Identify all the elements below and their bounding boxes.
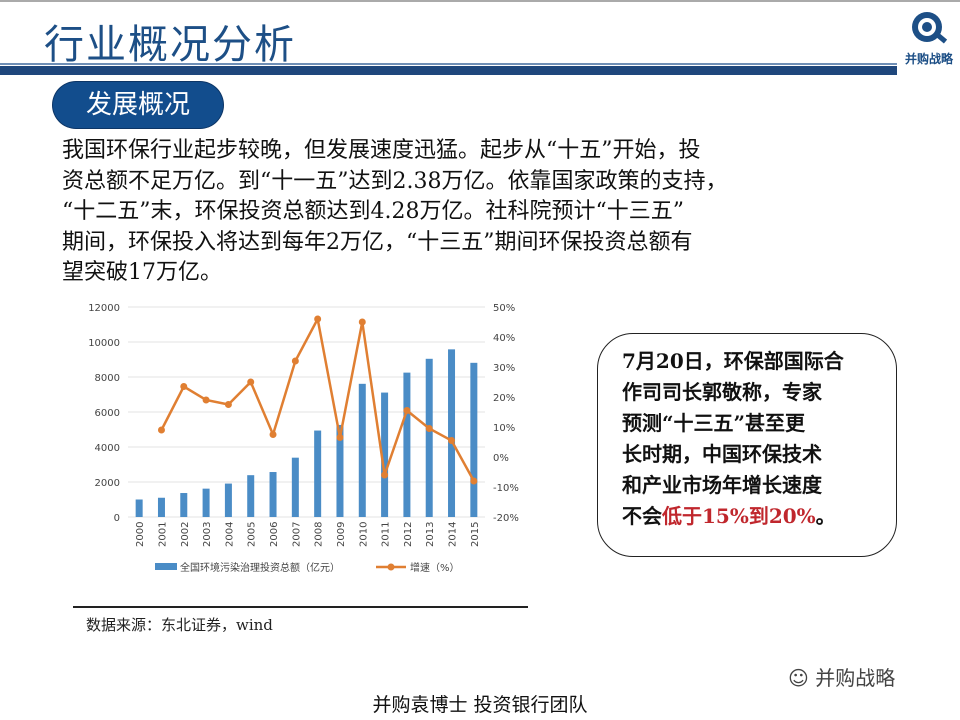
callout-text: 。 <box>815 504 836 528</box>
bar <box>358 383 366 517</box>
title-divider-thin <box>0 63 897 65</box>
y-right-tick-label: 20% <box>493 393 515 404</box>
y-left-tick-label: 12000 <box>88 303 120 314</box>
y-left-tick-label: 8000 <box>95 373 120 384</box>
callout-line: 预测“十三五”甚至更 <box>622 411 806 435</box>
x-tick-label: 2011 <box>381 522 392 547</box>
y-right-tick-label: -10% <box>493 483 519 494</box>
x-tick-label: 2005 <box>247 522 258 547</box>
legend-swatch-bars <box>155 563 177 570</box>
wechat-watermark: ☺ 并购战略 <box>788 662 895 691</box>
footer-text: 并购袁博士 投资银行团队 <box>372 694 588 716</box>
x-tick-label: 2009 <box>336 522 347 547</box>
bar <box>224 483 232 517</box>
page-title: 行业概况分析 <box>44 22 296 68</box>
y-right-tick-label: 0% <box>493 453 509 464</box>
callout-line: 和产业市场年增长速度 <box>622 473 822 497</box>
bar <box>291 457 299 517</box>
y-right-tick-label: 30% <box>493 363 515 374</box>
y-right-tick-label: 40% <box>493 333 515 344</box>
bar <box>336 424 344 517</box>
intro-paragraph: 我国环保行业起步较晚，但发展速度迅猛。起步从“十五”开始，投 资总额不足万亿。到… <box>62 136 727 289</box>
growth-point <box>224 401 232 408</box>
y-right-tick-label: 50% <box>493 303 515 314</box>
growth-point <box>314 315 322 323</box>
legend-label: 增速（%） <box>410 561 460 574</box>
growth-point <box>358 318 366 326</box>
x-tick-label: 2000 <box>135 522 146 547</box>
growth-point <box>202 396 210 404</box>
bar <box>247 475 255 517</box>
growth-point <box>247 378 255 386</box>
x-tick-label: 2001 <box>157 522 168 547</box>
growth-point <box>180 383 188 390</box>
y-left-tick-label: 2000 <box>95 478 120 489</box>
bar <box>381 392 389 517</box>
x-tick-label: 2013 <box>425 522 436 547</box>
bar <box>202 488 210 517</box>
growth-point <box>336 434 344 441</box>
legend-label: 全国环境污染治理投资总额（亿元） <box>180 561 340 574</box>
bar <box>403 372 411 517</box>
bar <box>135 499 143 517</box>
bar <box>314 430 322 517</box>
growth-point <box>381 471 389 479</box>
bar <box>425 358 433 517</box>
growth-point <box>157 426 165 434</box>
section-pill: 发展概况 <box>53 82 223 128</box>
paragraph-line: 我国环保行业起步较晚，但发展速度迅猛。起步从“十五”开始，投 <box>62 138 701 163</box>
callout-text: 不会 <box>622 504 662 528</box>
title-divider <box>0 66 897 75</box>
wechat-icon: ☺ <box>788 666 809 690</box>
brand-logo: 并购战略 <box>900 10 958 70</box>
watermark-text: 并购战略 <box>815 666 896 690</box>
callout-line: 作司司长郭敬称，专家 <box>622 380 822 404</box>
source-divider <box>73 606 528 608</box>
x-tick-label: 2006 <box>269 522 280 547</box>
growth-point <box>291 357 299 365</box>
x-tick-label: 2007 <box>291 522 302 547</box>
callout-line: 7月20日，环保部国际合 <box>622 349 844 373</box>
bar <box>448 349 456 517</box>
eye-icon <box>912 12 948 44</box>
x-tick-label: 2002 <box>180 522 191 547</box>
callout-highlight: 低于15%到20% <box>662 504 816 528</box>
growth-point <box>425 425 433 432</box>
x-tick-label: 2014 <box>448 522 459 547</box>
y-right-tick-label: -20% <box>493 513 519 524</box>
x-tick-label: 2004 <box>224 522 235 547</box>
growth-point <box>448 437 456 444</box>
x-tick-label: 2015 <box>470 522 481 547</box>
paragraph-line: 望突破17万亿。 <box>62 260 222 285</box>
paragraph-line: 资总额不足万亿。到“十一五”达到2.38万亿。依靠国家政策的支持， <box>62 168 728 194</box>
paragraph-line: “十二五”末，环保投资总额达到4.28万亿。社科院预计“十三五” <box>62 199 684 224</box>
investment-chart: 0 2000 4000 6000 8000 10000 12000 -20% -10% 0% 10%… <box>88 303 519 574</box>
y-right-tick-label: 10% <box>493 423 515 434</box>
y-left-tick-label: 10000 <box>88 338 120 349</box>
x-tick-label: 2012 <box>403 522 414 547</box>
bar <box>470 362 478 517</box>
growth-point <box>470 477 478 485</box>
y-left-tick-label: 4000 <box>95 443 120 454</box>
logo-text: 并购战略 <box>904 52 953 66</box>
bar <box>180 493 188 517</box>
bar <box>157 497 165 517</box>
x-tick-label: 2010 <box>358 522 369 547</box>
paragraph-line: 期间，环保投入将达到每年2万亿，“十三五”期间环保投资总额有 <box>62 229 693 255</box>
top-border <box>0 0 960 2</box>
growth-point <box>269 431 277 438</box>
growth-point <box>403 407 411 414</box>
bar <box>269 472 277 517</box>
data-source: 数据来源：东北证券，wind <box>86 616 273 634</box>
x-tick-label: 2003 <box>202 522 213 547</box>
x-tick-label: 2008 <box>314 522 325 547</box>
callout-box: 7月20日，环保部国际合 作司司长郭敬称，专家 预测“十三五”甚至更 长时期，中… <box>597 333 897 557</box>
callout-line: 不会低于15%到20%。 <box>622 501 896 532</box>
callout-line: 长时期，中国环保技术 <box>622 442 822 466</box>
y-left-tick-label: 0 <box>114 513 120 524</box>
y-left-tick-label: 6000 <box>95 408 120 419</box>
legend-swatch-marker <box>387 563 395 571</box>
